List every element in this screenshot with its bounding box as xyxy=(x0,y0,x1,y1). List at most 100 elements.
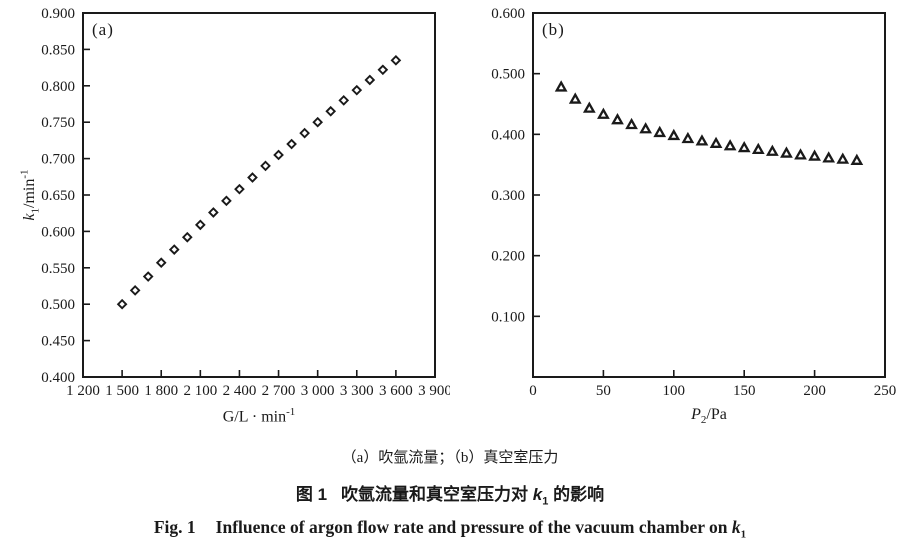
data-point-marker xyxy=(639,122,653,134)
chinese-caption-number: 图 1 xyxy=(295,485,328,504)
data-point-marker xyxy=(286,138,297,150)
data-point-marker xyxy=(625,117,638,130)
x-tick-label: 150 xyxy=(733,383,756,399)
x-tick-label: 1 500 xyxy=(105,383,139,399)
y-tick-label: 0.500 xyxy=(491,67,525,83)
y-tick-label: 0.400 xyxy=(491,127,525,143)
x-tick-label: 200 xyxy=(803,383,826,399)
x-tick-label: 2 400 xyxy=(223,383,257,399)
data-point-marker xyxy=(142,271,154,282)
english-caption-variable-subscript: 1 xyxy=(740,528,747,541)
data-point-marker xyxy=(208,207,219,218)
data-point-marker xyxy=(582,101,596,113)
x-tick-label: 250 xyxy=(874,383,897,399)
data-point-marker xyxy=(260,160,271,172)
x-tick-label: 50 xyxy=(596,383,611,399)
data-point-marker xyxy=(194,219,206,231)
data-point-marker xyxy=(667,128,681,141)
data-point-marker xyxy=(737,140,751,153)
y-tick-label: 0.300 xyxy=(491,188,525,204)
data-point-marker xyxy=(695,134,709,146)
x-axis-title-gas-flow: G/L · min-1 xyxy=(223,406,296,426)
chinese-caption-text: 吹氩流量和真空室压力对 xyxy=(341,485,533,504)
y-tick-label: 0.450 xyxy=(41,334,75,350)
data-point-marker xyxy=(247,172,258,183)
data-point-marker xyxy=(568,92,582,104)
ylabel-variable-subscript: 1 xyxy=(29,207,42,214)
data-point-marker xyxy=(765,144,779,156)
data-point-marker xyxy=(351,84,363,96)
data-point-marker xyxy=(794,148,807,160)
y-tick-label: 0.850 xyxy=(41,42,75,58)
x-tick-label: 3 900 xyxy=(418,383,450,399)
x-tick-label: 0 xyxy=(529,383,537,399)
chinese-caption-variable: k xyxy=(532,485,543,504)
sub-caption: （a）吹氩流量；（b）真空室压力 xyxy=(341,450,559,466)
data-point-marker xyxy=(181,231,193,243)
data-point-marker xyxy=(723,139,737,151)
panel-label-b: (b) xyxy=(542,20,565,39)
chinese-caption-suffix: 的影响 xyxy=(548,485,605,504)
ylabel-unit: /min xyxy=(21,178,39,208)
data-point-marker xyxy=(116,298,128,310)
ylabel-variable: k xyxy=(21,213,39,221)
data-point-marker xyxy=(377,64,389,76)
data-point-marker xyxy=(299,127,310,139)
data-point-marker xyxy=(234,183,245,195)
panel-label-a: (a) xyxy=(92,20,114,39)
y-tick-label: 0.200 xyxy=(491,249,525,265)
xlabel-variable: P xyxy=(691,406,701,423)
plot-a-argon-flow: 1 200 1 500 1 800 2 100 2 400 2 700 3 000 3 300… xyxy=(0,0,450,430)
data-point-marker xyxy=(312,116,324,128)
xlabel-main: G/L · min xyxy=(222,408,287,426)
xlabel-unit: /Pa xyxy=(706,406,727,423)
data-point-marker xyxy=(709,136,723,148)
plot-a-canvas: 1 200 1 500 1 800 2 100 2 400 2 700 3 000 3 300… xyxy=(41,6,450,399)
x-tick-label: 1 200 xyxy=(66,383,100,399)
y-tick-label: 0.750 xyxy=(41,115,75,131)
data-point-marker xyxy=(681,131,695,144)
y-tick-label: 0.900 xyxy=(41,6,75,22)
figure-captions: （a）吹氩流量；（b）真空室压力 图 1 吹氩流量和真空室压力对 k1 的影响 F… xyxy=(0,430,900,541)
data-point-marker xyxy=(850,153,864,165)
data-point-marker xyxy=(129,285,141,296)
data-point-marker xyxy=(808,149,821,161)
x-tick-label: 1 800 xyxy=(144,383,178,399)
data-point-marker xyxy=(554,80,568,92)
data-point-marker xyxy=(155,257,167,269)
english-caption-variable: k xyxy=(731,517,741,538)
english-caption: Fig. 1 Influence of argon flow rate and p… xyxy=(0,517,900,541)
y-tick-label: 0.600 xyxy=(41,224,75,240)
y-tick-label: 0.800 xyxy=(41,79,75,95)
data-point-marker xyxy=(364,74,376,86)
data-point-marker xyxy=(273,149,284,161)
y-tick-label: 0.400 xyxy=(41,370,75,386)
data-point-marker xyxy=(611,113,624,125)
y-axis-title-k1: k1/min-1 xyxy=(19,169,42,220)
english-caption-text: Influence of argon flow rate and pressur… xyxy=(215,517,732,538)
plot-b-vacuum-pressure: 0 50 100 150 200 250 0.100 0.200 0.300 0.400 0.500… xyxy=(450,0,900,430)
data-point-marker xyxy=(653,125,667,138)
data-point-marker xyxy=(168,244,180,255)
x-tick-label: 100 xyxy=(663,383,686,399)
axes-box xyxy=(532,12,886,378)
data-point-marker xyxy=(221,195,232,207)
y-tick-label: 0.500 xyxy=(41,297,75,313)
y-tick-label: 0.650 xyxy=(41,188,75,204)
data-point-marker xyxy=(390,54,402,66)
x-tick-label: 3 300 xyxy=(340,383,374,399)
y-tick-label: 0.550 xyxy=(41,261,75,277)
chinese-caption: 图 1 吹氩流量和真空室压力对 k1 的影响 xyxy=(0,480,900,507)
data-point-marker xyxy=(338,95,350,106)
data-point-marker xyxy=(325,105,337,117)
xlabel-variable-subscript: 2 xyxy=(700,414,707,427)
plot-b-canvas: 0 50 100 150 200 250 0.100 0.200 0.300 0.400 0.500… xyxy=(491,6,897,399)
data-point-marker xyxy=(597,107,610,119)
y-tick-label: 0.100 xyxy=(491,309,525,325)
y-tick-label: 0.700 xyxy=(41,152,75,168)
x-tick-label: 2 700 xyxy=(262,383,296,399)
x-tick-label: 3 600 xyxy=(379,383,413,399)
x-axis-title-pressure: P2/Pa xyxy=(691,406,727,426)
ylabel-exponent: -1 xyxy=(18,169,31,179)
